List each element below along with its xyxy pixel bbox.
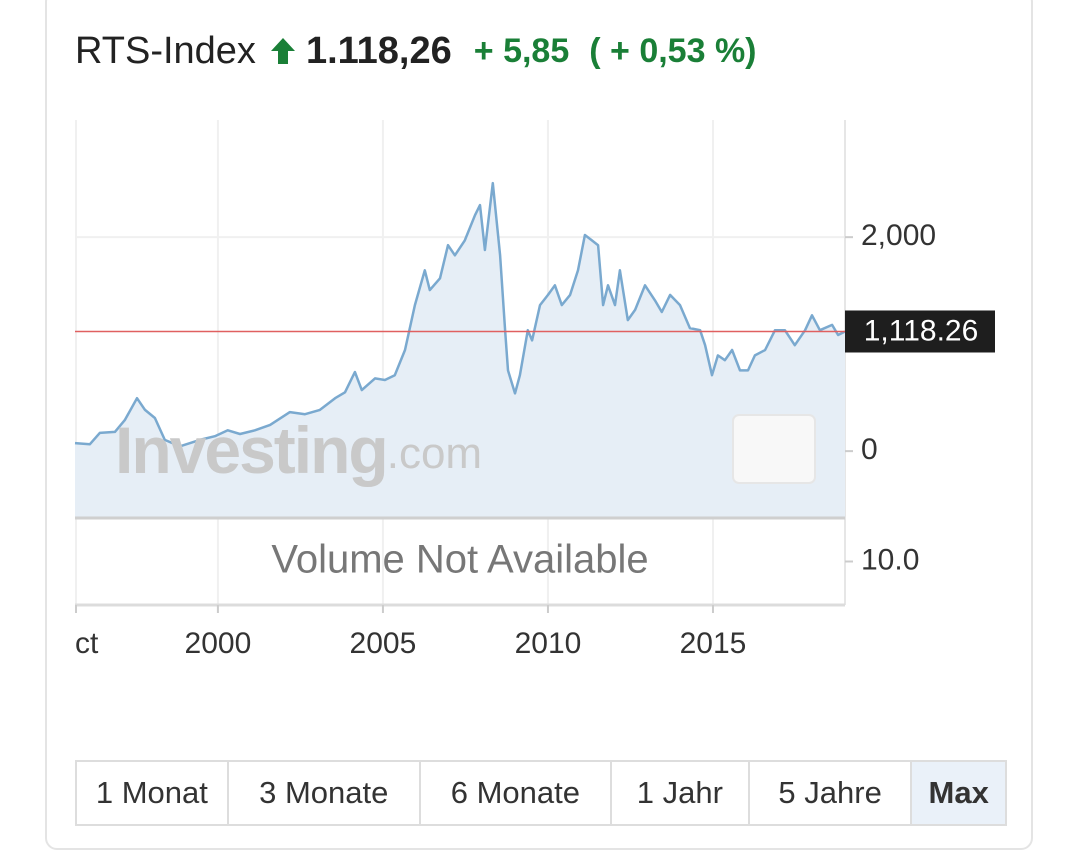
current-badge <box>845 310 995 353</box>
volume-message: Volume Not Available <box>271 538 648 582</box>
range-buttons: 1 Monat 3 Monate 6 Monate 1 Jahr 5 Jahre Max <box>75 760 1007 826</box>
change: + 5,85 <box>473 31 570 70</box>
range-button[interactable]: Max <box>912 762 1005 824</box>
range-button[interactable]: 3 Monate <box>229 762 421 824</box>
range-button[interactable]: 1 Jahr <box>612 762 750 824</box>
control-box <box>732 414 816 484</box>
range-button[interactable]: 1 Monat <box>77 762 229 824</box>
watermark-suffix: .com <box>387 429 482 478</box>
range-button[interactable]: 6 Monate <box>421 762 612 824</box>
area <box>75 183 845 518</box>
watermark: Investing.com <box>115 413 482 487</box>
range-button[interactable]: 5 Jahre <box>750 762 913 824</box>
x-tick-label: 2000 <box>185 627 252 660</box>
y-tick-label: 2,000 <box>861 219 936 252</box>
current-label: 1,118.26 <box>864 314 979 347</box>
header: RTS-Index 1.118,26 + 5,85 ( + 0,53 %) <box>75 26 777 76</box>
price: 1.118,26 <box>305 29 452 72</box>
up-arrow <box>270 38 295 64</box>
watermark-brand: Investing <box>115 413 387 487</box>
x-tick-label: 2010 <box>515 627 582 660</box>
y-tick-label: 0 <box>861 433 878 466</box>
volume-tick-label: 10.0 <box>861 543 919 576</box>
chart: Investing.com 1,118.26 0 2,000 Volume Not Av… <box>74 120 995 660</box>
x-tick-label: ct <box>75 627 99 660</box>
x-tick-label: 2015 <box>680 627 747 660</box>
x-tick-label: 2005 <box>350 627 417 660</box>
instrument-name: RTS-Index <box>75 29 256 72</box>
change-percent: ( + 0,53 %) <box>589 31 757 70</box>
price-line <box>74 181 846 448</box>
card <box>45 0 1033 850</box>
